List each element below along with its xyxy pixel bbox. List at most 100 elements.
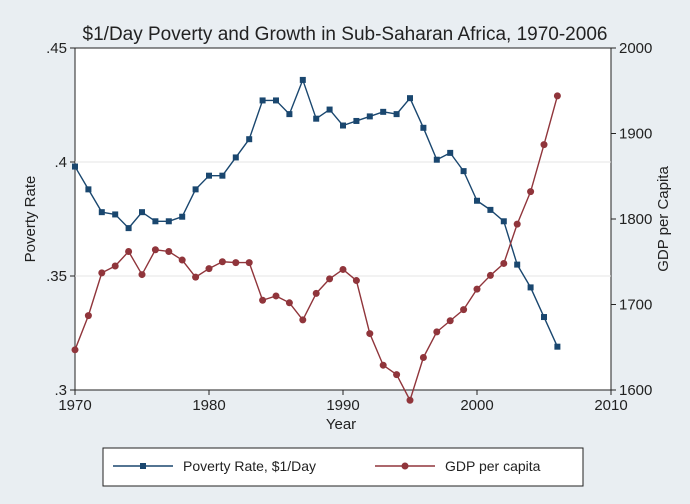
data-point [218, 258, 226, 266]
y-left-tick-label: .3 [54, 382, 67, 399]
data-point [486, 271, 494, 279]
data-point [192, 186, 199, 193]
x-tick-label: 1990 [326, 397, 359, 414]
data-point [554, 343, 561, 350]
y-right-tick-label: 1800 [619, 211, 652, 228]
data-point [393, 111, 400, 118]
x-tick-label: 2010 [594, 397, 627, 414]
legend-item-poverty: Poverty Rate, $1/Day [113, 458, 316, 474]
legend-label-gdp: GDP per capita [445, 458, 541, 474]
data-point [500, 218, 507, 225]
legend-label-poverty: Poverty Rate, $1/Day [183, 458, 316, 474]
data-point [98, 269, 106, 277]
legend-swatch-poverty-marker [140, 463, 146, 469]
axis-ticks: .3 .35 .4 .45 1600 1700 1800 1900 2000 1970 1980 19… [46, 40, 652, 414]
y-left-tick-label: .4 [54, 154, 67, 171]
data-point [513, 220, 521, 228]
data-point [366, 330, 374, 338]
data-point [259, 296, 267, 304]
data-point [540, 141, 548, 149]
data-point [98, 209, 105, 216]
data-point [406, 396, 414, 404]
legend-item-gdp: GDP per capita [375, 458, 541, 474]
data-point [192, 273, 200, 281]
x-tick-label: 1970 [58, 397, 91, 414]
data-point [353, 117, 360, 124]
data-point [527, 284, 534, 291]
data-point [312, 289, 320, 297]
data-point [339, 265, 347, 273]
data-point [393, 371, 401, 379]
data-point [232, 154, 239, 161]
series-layer [71, 76, 561, 404]
data-point [259, 97, 266, 104]
data-point [139, 209, 145, 216]
data-point [419, 354, 427, 362]
data-point [500, 259, 508, 267]
data-point [340, 122, 346, 129]
data-point [380, 108, 387, 115]
data-point [285, 299, 293, 307]
data-point [272, 292, 280, 300]
data-point [527, 188, 535, 196]
series-poverty-rate [72, 76, 561, 350]
data-point [112, 211, 119, 218]
data-point [326, 275, 334, 283]
legend-box [102, 447, 584, 487]
data-point [460, 306, 468, 314]
data-point [299, 76, 306, 83]
data-point [299, 316, 307, 324]
data-point [379, 361, 387, 369]
data-point [407, 95, 413, 102]
legend-swatch-gdp-marker [401, 462, 409, 470]
y-left-tick-label: .45 [46, 40, 67, 57]
data-point [286, 111, 293, 118]
data-point [366, 113, 373, 120]
data-point [84, 312, 92, 320]
data-point [460, 168, 467, 175]
data-point [433, 156, 440, 163]
gridlines [75, 161, 611, 277]
data-point [541, 314, 547, 321]
data-point [178, 256, 186, 264]
data-point [72, 163, 78, 170]
data-point [420, 124, 427, 131]
data-point [487, 206, 494, 213]
y-right-tick-label: 1600 [619, 382, 652, 399]
data-point [125, 247, 133, 255]
data-point [433, 328, 441, 336]
data-point [326, 106, 333, 113]
data-point [125, 225, 132, 232]
x-tick-label: 2000 [460, 397, 493, 414]
y-right-tick-label: 1700 [619, 297, 652, 314]
x-axis-label: Year [326, 416, 356, 433]
plot-area [74, 47, 612, 391]
x-tick-label: 1980 [192, 397, 225, 414]
y-axis-label-right: GDP per Capita [655, 166, 672, 272]
data-point [111, 262, 119, 270]
y-left-tick-label: .35 [46, 268, 67, 285]
data-point [151, 246, 159, 254]
data-point [245, 259, 253, 267]
data-point [473, 285, 481, 293]
data-point [71, 346, 79, 354]
y-right-tick-label: 1900 [619, 126, 652, 143]
data-point [313, 115, 320, 122]
data-point [165, 247, 173, 255]
data-point [205, 265, 213, 273]
data-point [273, 97, 279, 104]
data-point [246, 136, 253, 143]
data-point [447, 149, 454, 156]
data-point [514, 261, 521, 268]
data-point [352, 277, 360, 285]
data-point [206, 172, 212, 179]
data-point [179, 213, 186, 220]
chart-title: $1/Day Poverty and Growth in Sub-Saharan… [83, 24, 608, 45]
data-point [138, 271, 146, 279]
y-right-tick-label: 2000 [619, 40, 652, 57]
legend: Poverty Rate, $1/Day GDP per capita [102, 447, 584, 487]
data-point [446, 317, 454, 325]
data-point [232, 259, 240, 267]
data-point [553, 92, 561, 100]
